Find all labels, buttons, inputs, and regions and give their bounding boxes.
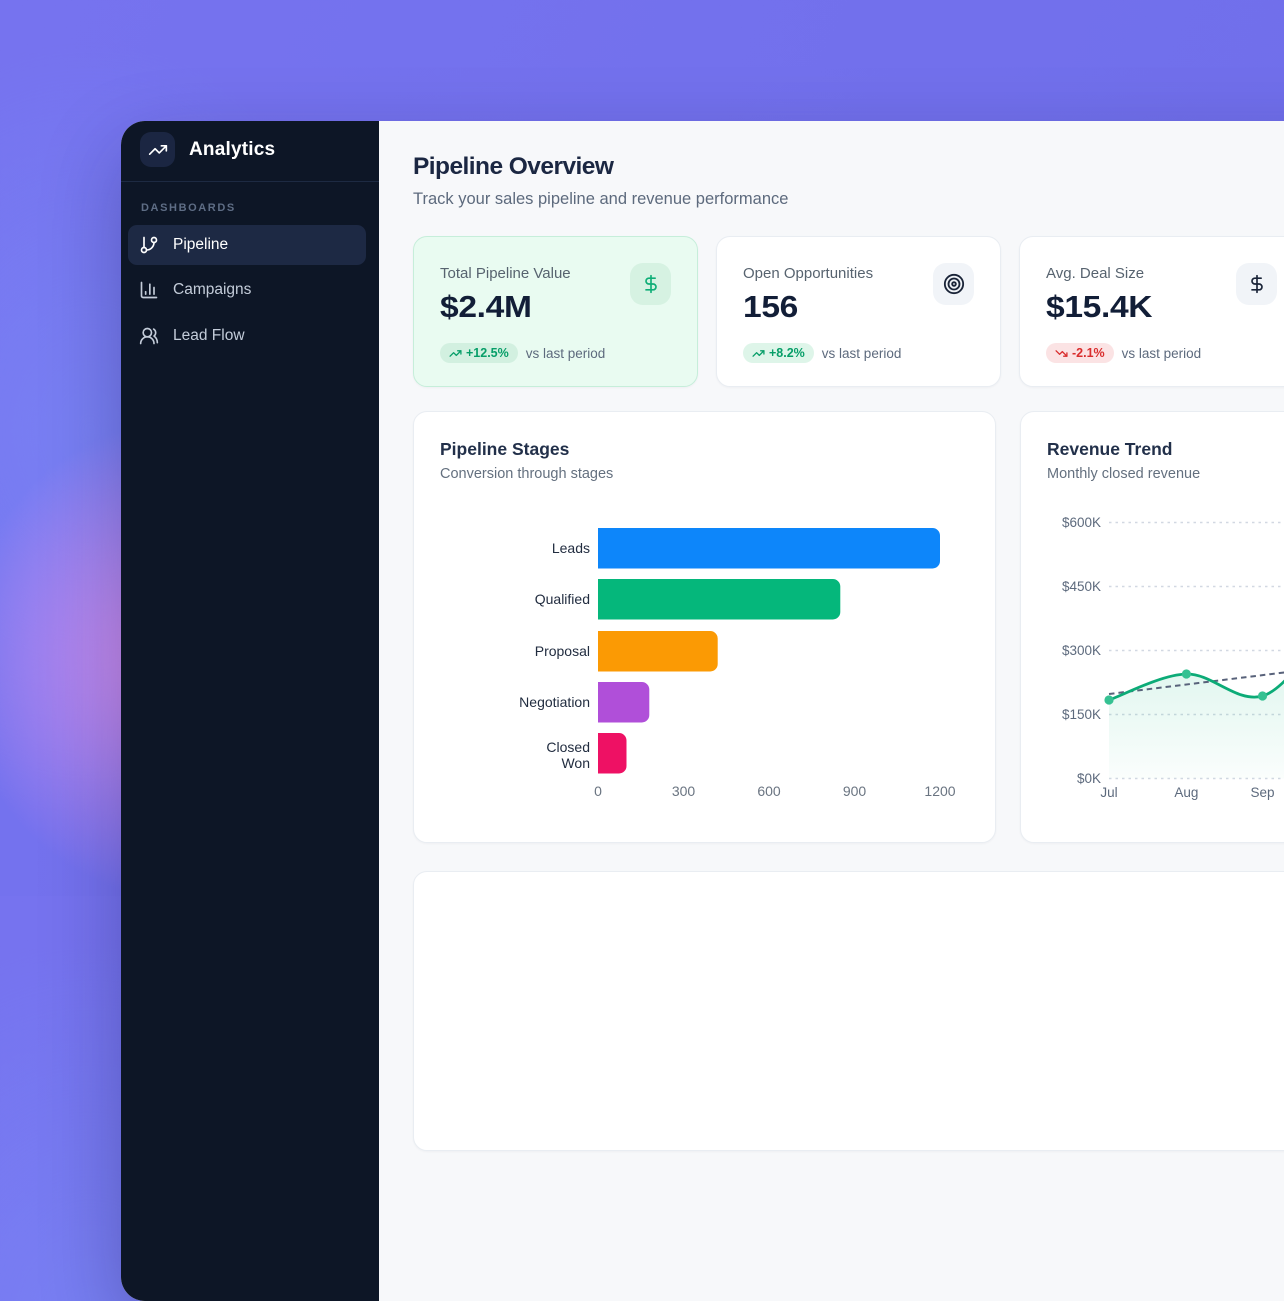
svg-text:900: 900 [843, 783, 867, 799]
svg-text:Leads: Leads [552, 540, 590, 556]
svg-text:Aug: Aug [1174, 785, 1198, 800]
svg-text:Negotiation: Negotiation [519, 694, 590, 710]
svg-text:Proposal: Proposal [535, 643, 590, 659]
svg-text:$450K: $450K [1062, 579, 1101, 594]
svg-text:Sep: Sep [1250, 785, 1274, 800]
svg-text:600: 600 [757, 783, 781, 799]
svg-text:300: 300 [672, 783, 696, 799]
svg-text:$0K: $0K [1077, 771, 1101, 786]
svg-text:1200: 1200 [924, 783, 955, 799]
svg-text:$150K: $150K [1062, 707, 1101, 722]
svg-text:Won: Won [561, 755, 590, 771]
svg-text:Jul: Jul [1100, 785, 1117, 800]
svg-text:$600K: $600K [1062, 515, 1101, 530]
svg-text:Closed: Closed [546, 739, 590, 755]
svg-text:0: 0 [594, 783, 602, 799]
svg-text:$300K: $300K [1062, 643, 1101, 658]
svg-text:Qualified: Qualified [535, 591, 590, 607]
